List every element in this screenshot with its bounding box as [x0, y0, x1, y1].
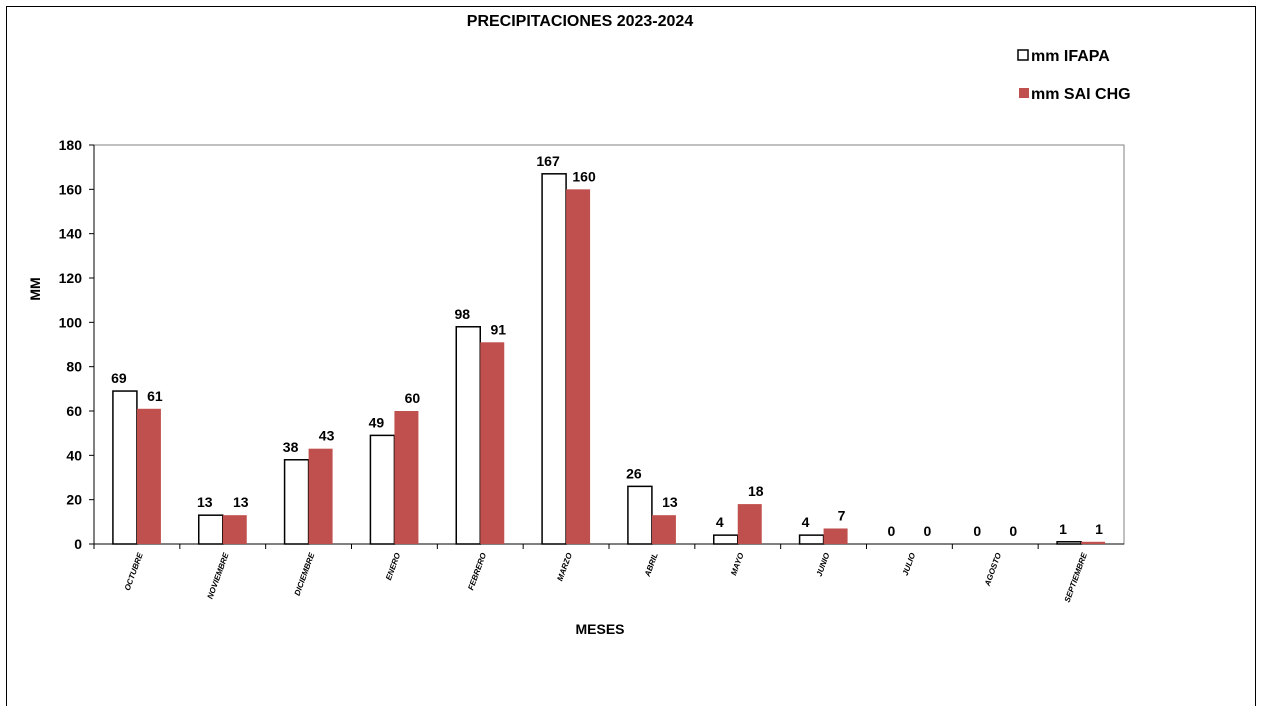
chart-title: PRECIPITACIONES 2023-2024 — [467, 13, 694, 30]
data-label-ifapa: 4 — [716, 514, 724, 530]
bar-ifapa — [713, 534, 739, 545]
data-label-ifapa: 26 — [626, 465, 642, 481]
data-label-sai-chg: 1 — [1095, 521, 1103, 537]
x-tick-label: NOVIEMBRE — [206, 551, 231, 600]
y-axis-title: MM — [27, 277, 43, 300]
data-label-sai-chg: 13 — [662, 494, 678, 510]
bar-sai-chg — [308, 448, 333, 544]
x-tick-label: JUNIO — [815, 551, 832, 578]
data-label-ifapa: 13 — [197, 494, 213, 510]
data-label-ifapa: 167 — [536, 153, 560, 169]
legend-swatch-ifapa — [1017, 49, 1029, 61]
bars — [112, 173, 1106, 545]
data-label-ifapa: 1 — [1059, 521, 1067, 537]
y-tick-label: 20 — [66, 492, 82, 508]
data-label-ifapa: 38 — [283, 439, 299, 455]
data-label-sai-chg: 91 — [490, 321, 506, 337]
y-tick-label: 140 — [59, 226, 83, 242]
y-tick-label: 80 — [66, 359, 82, 375]
bar-sai-chg — [136, 408, 161, 544]
legend-swatch-sai-chg — [1019, 88, 1029, 98]
data-label-sai-chg: 61 — [147, 388, 163, 404]
bar-sai-chg — [480, 342, 505, 544]
plot-area — [93, 144, 1125, 545]
legend-label-sai-chg: mm SAI CHG — [1031, 86, 1131, 103]
y-tick-label: 60 — [66, 403, 82, 419]
x-tick-label: OCTUBRE — [123, 551, 145, 592]
bar-sai-chg — [222, 515, 247, 544]
data-label-ifapa: 49 — [369, 414, 385, 430]
bar-ifapa — [627, 485, 653, 545]
x-tick-label: AGOSTO — [983, 551, 1004, 588]
y-tick-label: 0 — [74, 536, 82, 552]
data-label-ifapa: 69 — [111, 370, 127, 386]
y-tick-label: 120 — [59, 270, 83, 286]
bar-sai-chg — [737, 504, 762, 544]
data-label-sai-chg: 0 — [1009, 523, 1017, 539]
y-tick-label: 100 — [59, 314, 83, 330]
bar-ifapa — [455, 326, 481, 545]
data-label-ifapa: 0 — [888, 523, 896, 539]
bar-ifapa — [112, 390, 138, 545]
x-axis-title: MESES — [575, 621, 624, 637]
data-label-sai-chg: 0 — [924, 523, 932, 539]
data-label-sai-chg: 43 — [319, 428, 335, 444]
x-tick-label: FEBRERO — [466, 551, 488, 592]
x-tick-label: JULIO — [901, 551, 918, 577]
x-ticks: OCTUBRE NOVIEMBRE DICIEMBRE ENERO FEBRERO MAR… — [93, 544, 1089, 604]
y-tick-label: 180 — [59, 137, 83, 153]
bar-ifapa — [369, 434, 396, 545]
x-tick-label: DICIEMBRE — [293, 551, 317, 597]
data-label-sai-chg: 18 — [748, 483, 764, 499]
bar-sai-chg — [823, 528, 848, 544]
x-tick-label: MAYO — [729, 551, 746, 577]
bar-sai-chg — [394, 411, 419, 544]
bar-ifapa — [283, 459, 310, 545]
data-label-ifapa: 0 — [973, 523, 981, 539]
y-tick-label: 160 — [59, 181, 83, 197]
bar-sai-chg — [1081, 541, 1106, 544]
x-tick-label: SEPTIEMBRE — [1063, 551, 1089, 604]
data-labels: 69 61 13 13 38 43 49 60 98 91 167 160 26 13 4 18 4 7 0 0 0 0 1… — [111, 153, 1103, 539]
chart-frame — [6, 6, 1256, 706]
data-label-sai-chg: 160 — [572, 168, 596, 184]
legend: mm IFAPA mm SAI CHG — [1017, 48, 1131, 103]
data-label-ifapa: 98 — [454, 306, 470, 322]
y-tick-label: 40 — [66, 447, 82, 463]
data-label-sai-chg: 13 — [233, 494, 249, 510]
x-tick-label: ENERO — [384, 551, 402, 582]
bar-ifapa — [1056, 541, 1082, 545]
data-label-sai-chg: 7 — [838, 507, 846, 523]
bar-sai-chg — [566, 189, 591, 545]
data-label-sai-chg: 60 — [405, 390, 421, 406]
x-tick-label: ABRIL — [643, 552, 660, 579]
x-tick-label: MARZO — [555, 551, 574, 582]
legend-label-ifapa: mm IFAPA — [1031, 48, 1110, 65]
data-label-ifapa: 4 — [802, 514, 810, 530]
bar-ifapa — [198, 514, 224, 545]
y-ticks: 0 20 40 60 80 100 120 140 160 180 — [59, 137, 94, 552]
bar-ifapa — [798, 534, 825, 545]
bar-sai-chg — [651, 515, 676, 544]
bar-ifapa — [541, 173, 567, 545]
